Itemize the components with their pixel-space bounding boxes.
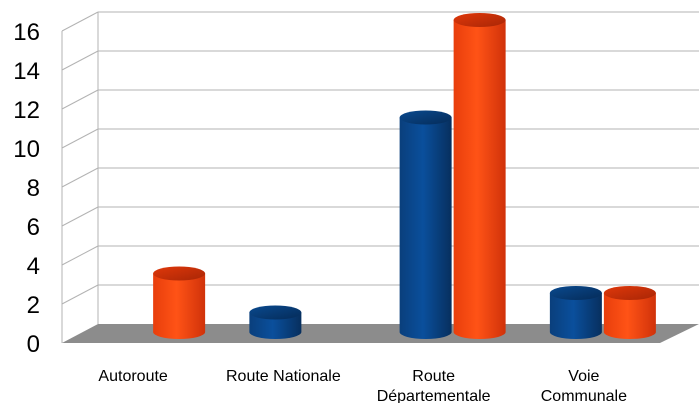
bar-body [603,293,656,339]
bars [153,13,656,339]
y-tick-label: 14 [13,58,40,85]
grid [61,11,699,343]
bar [549,286,602,339]
x-tick-label: Route Nationale [226,368,341,385]
gridline-side [61,206,99,227]
gridline-side [61,11,99,32]
x-tick-label: Voie [568,368,599,385]
bar-top [249,305,302,320]
bar [399,110,452,339]
y-tick-label: 8 [27,175,40,202]
chart-floor [62,324,699,343]
bar-top [453,13,506,27]
y-tick-label: 0 [27,331,40,358]
bar [249,305,302,339]
gridline-side [61,128,99,149]
bar [453,13,506,339]
bar-top [399,110,452,125]
y-tick-label: 4 [27,253,40,280]
bar-body [399,117,452,339]
y-tick-label: 12 [13,97,40,124]
x-tick-label: Départementale [377,388,491,403]
bar-body [549,293,602,339]
floor-plane [62,324,699,343]
y-tick-label: 10 [13,136,40,163]
y-axis-ticks: 0 2 4 6 8 10 12 14 16 [13,19,40,358]
gridline-side [61,50,99,71]
x-tick-label: Route [412,368,455,385]
bar-body [153,273,206,339]
y-tick-label: 16 [13,19,40,46]
bar-top [549,286,602,300]
gridline-side [61,89,99,110]
bar-top [603,286,656,300]
bar [603,286,656,339]
bar-body [249,312,302,339]
y-tick-label: 2 [27,292,40,319]
gridline-side [61,167,99,188]
x-tick-label: Communale [541,388,627,403]
bar-body [453,20,506,339]
x-tick-label: Autoroute [98,368,167,385]
gridline-side [61,284,99,305]
bar-top [153,266,206,281]
bar [153,266,206,339]
gridline-side [61,245,99,266]
x-axis-ticks: Autoroute Route Nationale Route Département… [98,368,627,403]
y-tick-label: 6 [27,214,40,241]
